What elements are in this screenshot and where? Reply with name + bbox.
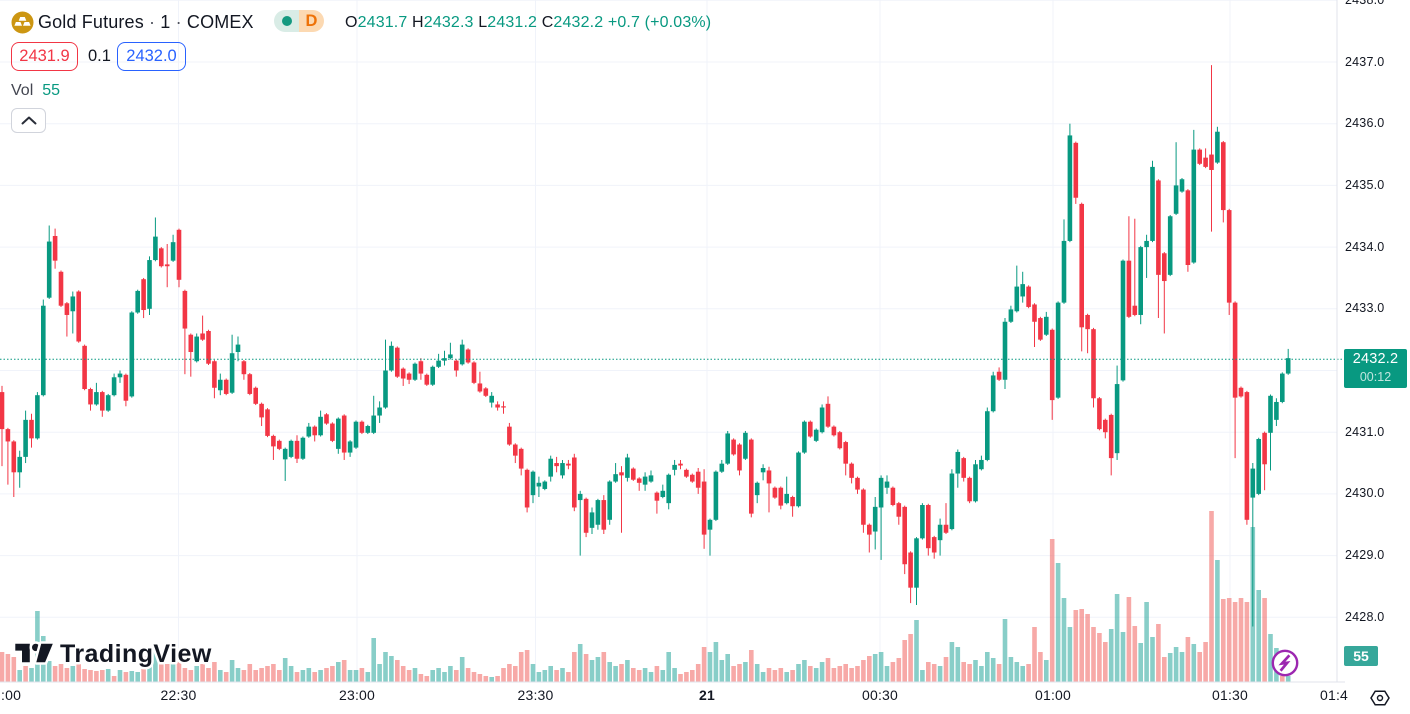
svg-text:TradingView: TradingView	[60, 640, 212, 668]
